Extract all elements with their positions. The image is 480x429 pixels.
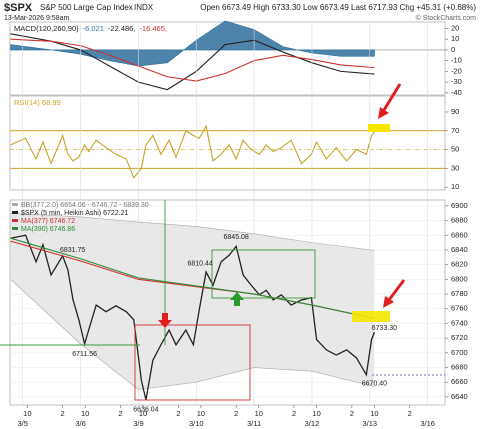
panel-frame (9, 95, 446, 191)
x-tick-label: 10 (312, 409, 320, 418)
price-annotation: 6733.30 (372, 325, 397, 332)
x-date-label: 3/12 (305, 419, 320, 428)
y-tick-label: 6740 (451, 318, 468, 327)
x-date-label: 3/16 (420, 419, 435, 428)
red-box (134, 324, 251, 401)
index-name: S&P 500 Large Cap Index (40, 3, 133, 12)
x-date-label: 3/13 (362, 419, 377, 428)
x-tick-label: 10 (370, 409, 378, 418)
x-date-label: 3/5 (18, 419, 28, 428)
legend-swatch (12, 219, 18, 222)
legend-label: BB(377,2.0) 6654.06 - 6746.72 - 6839.30 (21, 202, 149, 209)
y-tick-label: 10 (451, 182, 459, 191)
green-box (211, 249, 316, 299)
x-tick-label: 2 (234, 409, 238, 418)
legend-label: MACD(120,260,90) (14, 24, 79, 33)
y-tick-label: 6760 (451, 304, 468, 313)
y-tick-label: 6720 (451, 333, 468, 342)
x-tick-label: 10 (255, 409, 263, 418)
legend-label: MA(377) 6746.72 (21, 218, 75, 225)
bollinger-upper (10, 212, 375, 251)
y-tick-label: 6860 (451, 230, 468, 239)
price-annotation: 6670.40 (362, 380, 387, 387)
red-arrow-rsi-head (378, 107, 389, 119)
legend-label: RSI(14) 68.99 (14, 98, 61, 107)
red-arrow-rsi (382, 83, 402, 111)
y-tick-label: 6700 (451, 348, 468, 357)
price-annotation: 6711.56 (72, 351, 97, 358)
quote: Open 6673.49 High 6733.30 Low 6673.49 La… (200, 3, 476, 12)
exchange: INDX (134, 3, 154, 12)
y-tick-label: 50 (451, 145, 459, 154)
legend-swatch (12, 227, 18, 230)
y-tick-label: 6660 (451, 377, 468, 386)
y-tick-label: 6800 (451, 274, 468, 283)
series-line (10, 234, 376, 401)
legend-swatch (12, 211, 18, 214)
histogram-area (10, 20, 375, 67)
series-line (10, 124, 375, 179)
legend-label: $SPX (5 min, Heikin Ashi) 6722.21 (21, 210, 128, 217)
x-tick-label: 2 (408, 409, 412, 418)
x-tick-label: 2 (176, 409, 180, 418)
y-tick-label: 20 (451, 23, 459, 32)
y-tick-label: 70 (451, 126, 459, 135)
y-tick-label: 6780 (451, 289, 468, 298)
legend-label: -16.465, (139, 24, 167, 33)
price-annotation: 6810.44 (187, 261, 212, 268)
x-tick-label: 2 (61, 409, 65, 418)
y-tick-label: -40 (451, 88, 462, 97)
bollinger-band-fill (10, 213, 375, 390)
red-arrow-price (387, 279, 406, 301)
price-highlight (352, 311, 390, 322)
x-date-label: 3/10 (189, 419, 204, 428)
x-date-label: 3/9 (133, 419, 143, 428)
x-tick-label: 2 (292, 409, 296, 418)
x-tick-label: 2 (118, 409, 122, 418)
legend-label: -22.486, (108, 24, 136, 33)
y-tick-label: 30 (451, 163, 459, 172)
y-tick-label: 6880 (451, 216, 468, 225)
x-tick-label: 10 (139, 409, 147, 418)
legend-label: MA(390) 6746.86 (21, 226, 75, 233)
x-tick-label: 2 (350, 409, 354, 418)
y-tick-label: 90 (451, 107, 459, 116)
x-date-label: 3/11 (247, 419, 261, 428)
x-tick-label: 10 (197, 409, 205, 418)
x-date-label: 3/6 (75, 419, 85, 428)
x-tick-label: 10 (81, 409, 89, 418)
datetime: 13-Mar-2026 9:58am (4, 15, 70, 22)
y-tick-label: 0 (451, 45, 455, 54)
red-arrow-price-head (383, 296, 394, 308)
y-tick-label: -20 (451, 66, 462, 75)
y-tick-label: -10 (451, 56, 462, 65)
x-tick-label: 10 (23, 409, 31, 418)
y-tick-label: 6840 (451, 245, 468, 254)
legend-label: -6.021 (83, 24, 104, 33)
credit: © StockCharts.com (416, 14, 477, 22)
rsi-highlight (368, 124, 390, 132)
y-tick-label: 6820 (451, 260, 468, 269)
price-annotation: 6636.04 (133, 407, 158, 414)
bollinger-lower (10, 279, 375, 390)
series-line (10, 237, 375, 319)
legend-swatch (12, 203, 18, 206)
price-annotation: 6831.75 (60, 247, 85, 254)
y-tick-label: -30 (451, 77, 462, 86)
y-tick-label: 6680 (451, 363, 468, 372)
y-tick-label: 6900 (451, 201, 468, 210)
price-annotation: 6845.08 (224, 234, 249, 241)
y-tick-label: 10 (451, 34, 459, 43)
red-down-arrow (158, 313, 172, 328)
green-up-arrow (230, 292, 244, 306)
symbol: $SPX (4, 2, 33, 14)
y-tick-label: 6640 (451, 392, 468, 401)
annotation-overlay: 6831.75 6711.56 6636.04 6810.44 6845.08 6733.… (0, 83, 445, 414)
